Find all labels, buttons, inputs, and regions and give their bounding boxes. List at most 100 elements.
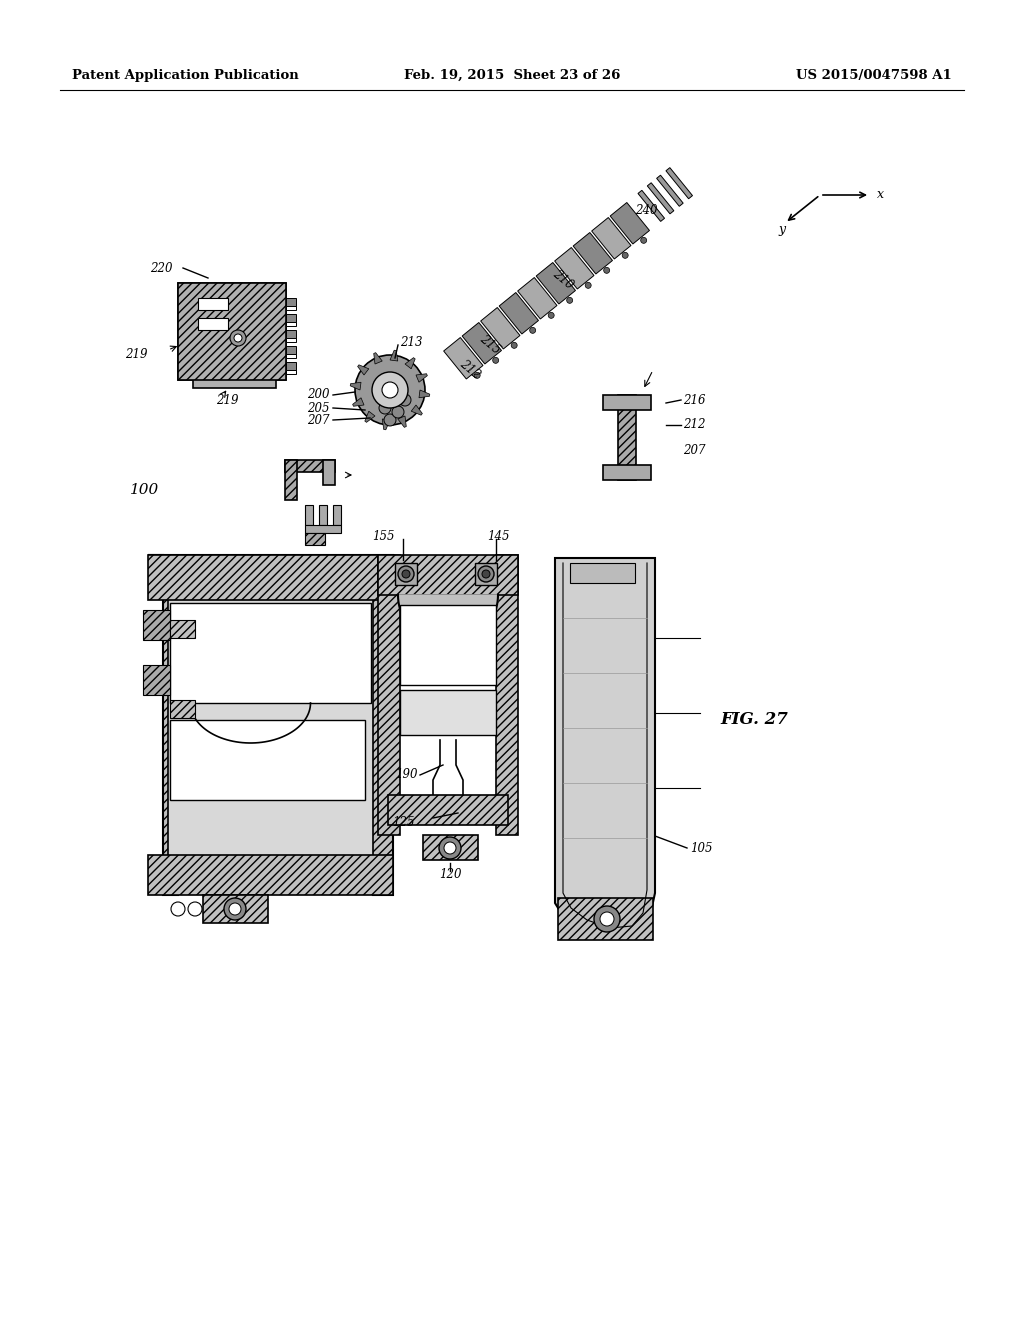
Bar [603,465,651,480]
Circle shape [384,414,396,426]
Text: 215: 215 [477,333,503,358]
Polygon shape [656,176,683,206]
Text: 207: 207 [307,413,330,426]
Circle shape [355,355,425,425]
Text: 240: 240 [635,203,657,216]
Text: 212: 212 [683,418,706,432]
Polygon shape [555,558,655,936]
Polygon shape [480,308,520,348]
Text: 155: 155 [372,531,394,544]
Circle shape [399,393,411,407]
Bar [400,690,496,735]
Circle shape [372,372,408,408]
Bar [286,354,296,358]
Circle shape [230,330,246,346]
Polygon shape [398,595,498,645]
Bar [170,620,195,638]
Bar [496,554,518,836]
Circle shape [392,407,404,418]
Polygon shape [518,277,557,319]
Polygon shape [143,665,170,696]
Circle shape [493,358,499,363]
Bar [286,370,296,374]
Circle shape [641,238,647,243]
Circle shape [229,903,241,915]
Text: x: x [877,189,884,202]
Polygon shape [148,554,393,895]
Polygon shape [374,352,382,364]
Polygon shape [638,190,665,222]
Bar [323,459,335,484]
Bar [400,605,496,685]
Bar [333,506,341,525]
Polygon shape [499,293,539,334]
Bar [286,330,296,338]
Circle shape [234,334,242,342]
Bar [148,855,393,895]
Bar [286,306,296,310]
Bar [170,719,365,800]
Bar [603,395,651,411]
Bar [285,459,335,473]
Polygon shape [352,397,364,407]
Polygon shape [555,248,594,289]
Circle shape [444,842,456,854]
Bar [475,564,497,585]
Circle shape [511,342,517,348]
Polygon shape [412,405,422,416]
Polygon shape [406,358,415,368]
Text: 210: 210 [550,268,575,292]
Bar [395,564,417,585]
Bar [148,554,393,601]
Bar [170,700,195,718]
Text: Patent Application Publication: Patent Application Publication [72,69,299,82]
Bar [203,895,268,923]
Bar [305,533,325,545]
Text: 120: 120 [438,869,461,882]
Polygon shape [419,389,430,397]
Bar [319,506,327,525]
Circle shape [529,327,536,334]
Polygon shape [573,232,612,275]
Bar [423,836,478,861]
Circle shape [474,372,480,379]
Bar [286,322,296,326]
Bar [558,898,653,940]
Circle shape [224,898,246,920]
Text: 145: 145 [486,531,509,544]
Text: 207: 207 [683,444,706,457]
Bar [378,554,518,595]
Text: 200: 200 [307,388,330,401]
Circle shape [188,902,202,916]
Bar [378,554,400,836]
Polygon shape [647,182,674,214]
Polygon shape [462,322,502,364]
Circle shape [482,570,490,578]
Polygon shape [397,416,407,428]
Bar [286,346,296,354]
Polygon shape [365,412,375,422]
Polygon shape [178,282,286,388]
Text: 100: 100 [130,483,160,498]
Bar [168,554,373,865]
Text: 190: 190 [395,768,418,781]
Text: 220: 220 [151,261,173,275]
Circle shape [439,837,461,859]
Polygon shape [610,202,649,244]
Bar [198,318,228,330]
Circle shape [398,566,414,582]
Text: Feb. 19, 2015  Sheet 23 of 26: Feb. 19, 2015 Sheet 23 of 26 [403,69,621,82]
Circle shape [566,297,572,304]
Circle shape [623,252,628,259]
Text: 125: 125 [392,817,415,829]
Polygon shape [143,610,170,640]
Text: 105: 105 [690,842,713,854]
Circle shape [548,313,554,318]
Bar [198,298,228,310]
Circle shape [478,566,494,582]
Bar [570,564,635,583]
Circle shape [594,906,620,932]
Text: y: y [778,223,785,236]
Polygon shape [350,383,361,389]
Circle shape [600,912,614,927]
